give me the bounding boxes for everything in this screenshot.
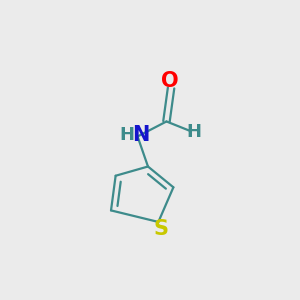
- Text: H: H: [187, 123, 202, 141]
- Text: H: H: [120, 126, 135, 144]
- Text: O: O: [161, 71, 179, 91]
- Text: N: N: [132, 125, 150, 145]
- Text: S: S: [154, 219, 169, 239]
